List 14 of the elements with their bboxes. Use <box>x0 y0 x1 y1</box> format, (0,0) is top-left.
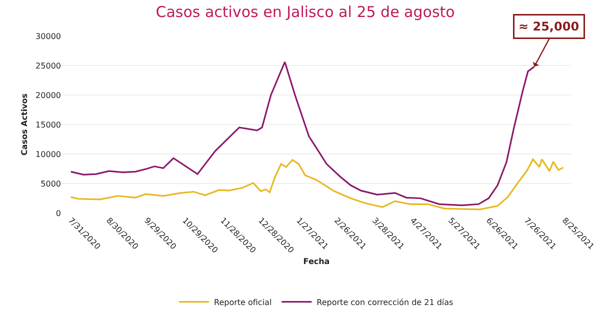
legend-label: Reporte con corrección de 21 días <box>316 298 454 307</box>
legend-label: Reporte oficial <box>214 298 272 307</box>
y-tick-label: 30000 <box>36 32 61 41</box>
chart-title: Casos activos en Jalisco al 25 de agosto <box>156 3 455 22</box>
y-tick-label: 0 <box>56 208 61 218</box>
annotation: ≈ 25,000 <box>518 20 580 34</box>
y-tick-label: 5000 <box>40 179 61 188</box>
y-tick-label: 20000 <box>36 90 61 100</box>
x-axis-title: Fecha <box>303 256 330 266</box>
y-tick-label: 15000 <box>36 120 61 130</box>
y-tick-label: 10000 <box>36 150 61 159</box>
y-axis-title: Casos Activos <box>20 93 30 156</box>
y-tick-label: 25000 <box>36 61 61 70</box>
line-series <box>70 158 564 210</box>
